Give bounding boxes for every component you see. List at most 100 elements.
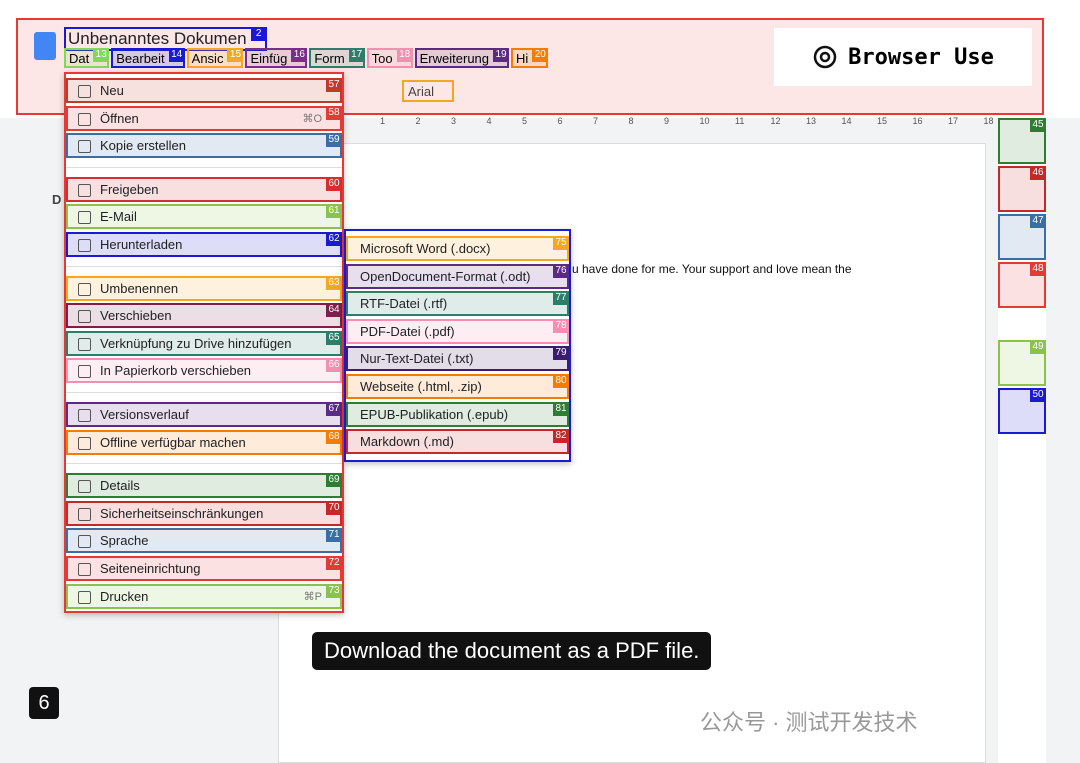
badge: 48 xyxy=(1030,262,1046,276)
menu-item[interactable]: Bearbeit 14 xyxy=(111,48,185,68)
option-label: Versionsverlauf xyxy=(100,407,189,422)
font-select[interactable]: Arial xyxy=(402,80,454,102)
option-icon xyxy=(78,535,91,549)
ruler-number: 8 xyxy=(628,116,634,126)
submenu-option[interactable]: OpenDocument-Format (.odt) 76 xyxy=(346,263,569,289)
badge: 50 xyxy=(1030,388,1046,402)
badge: 45 xyxy=(1030,118,1046,132)
badge: 14 xyxy=(168,48,185,62)
submenu-option[interactable]: Nur-Text-Datei (.txt) 79 xyxy=(346,346,569,372)
badge: 47 xyxy=(1030,214,1046,228)
menu-option[interactable]: Freigeben 60 xyxy=(66,176,342,202)
menu-option[interactable]: Umbenennen 63 xyxy=(66,275,342,301)
badge: 16 xyxy=(291,48,308,62)
docs-icon[interactable] xyxy=(34,32,56,60)
side-button[interactable]: 49 xyxy=(998,340,1046,386)
menu-option[interactable]: Sicherheitseinschränkungen 70 xyxy=(66,500,342,526)
menu-option[interactable]: E-Mail 61 xyxy=(66,204,342,230)
menu-option[interactable]: Offline verfügbar machen 68 xyxy=(66,429,342,455)
badge: 71 xyxy=(326,528,342,543)
option-icon xyxy=(78,507,91,521)
side-button[interactable]: 47 xyxy=(998,214,1046,260)
badge: 49 xyxy=(1030,340,1046,354)
option-label: Verschieben xyxy=(100,308,172,324)
ruler-number: 3 xyxy=(451,116,457,126)
option-label: Herunterladen xyxy=(100,237,183,252)
option-label: RTF-Datei (.rtf) xyxy=(360,296,448,312)
submenu-option[interactable]: RTF-Datei (.rtf) 77 xyxy=(346,291,569,317)
option-label: Sprache xyxy=(100,533,149,549)
menu-label: Erweiterung xyxy=(419,51,490,66)
submenu-option[interactable]: PDF-Datei (.pdf) 78 xyxy=(346,318,569,344)
badge: 63 xyxy=(326,275,342,290)
menu-option[interactable]: Verschieben 64 xyxy=(66,303,342,329)
menu-label: Hi xyxy=(516,51,529,66)
menu-item[interactable]: Einfüg 16 xyxy=(245,48,308,68)
menu-item[interactable]: Hi 20 xyxy=(511,48,549,68)
outline-heading: D xyxy=(52,192,62,207)
ruler-number: 5 xyxy=(522,116,528,126)
badge: 79 xyxy=(553,346,569,361)
ruler-number: 6 xyxy=(557,116,563,126)
menu-label: Form xyxy=(314,51,345,66)
separator xyxy=(66,463,342,465)
ruler-number: 10 xyxy=(699,116,710,126)
badge: 62 xyxy=(326,232,342,246)
option-label: Webseite (.html, .zip) xyxy=(360,379,482,394)
submenu-option[interactable]: Markdown (.md) 82 xyxy=(346,429,569,455)
badge: 75 xyxy=(553,236,569,250)
option-icon xyxy=(78,563,91,576)
side-button[interactable]: 50 xyxy=(998,388,1046,434)
badge: 19 xyxy=(493,48,510,62)
menu-option[interactable]: Verknüpfung zu Drive hinzufügen 65 xyxy=(66,330,342,356)
menu-option[interactable]: Kopie erstellen 59 xyxy=(66,133,342,159)
font-name: Arial xyxy=(408,84,435,99)
menu-option[interactable]: Details 69 xyxy=(66,473,342,499)
menu-option[interactable]: Seiteneinrichtung 72 xyxy=(66,556,342,581)
option-label: Verknüpfung zu Drive hinzufügen xyxy=(100,335,292,351)
option-icon xyxy=(78,140,91,154)
menu-option[interactable]: Öffnen ⌘O 58 xyxy=(66,105,342,131)
watermark: 公众号 · 测试开发技术 xyxy=(700,710,918,735)
doc-title[interactable]: Unbenanntes Dokumen 2 xyxy=(64,27,267,51)
doc-title-text: Unbenanntes Dokumen xyxy=(68,29,247,48)
option-icon xyxy=(78,480,91,494)
menu-option[interactable]: Sprache 71 xyxy=(66,528,342,554)
menu-item[interactable]: Dat 13 xyxy=(64,48,110,68)
menu-option[interactable]: In Papierkorb verschieben 66 xyxy=(66,358,342,384)
option-icon xyxy=(78,337,91,351)
download-submenu: Microsoft Word (.docx) 75 OpenDocument-For… xyxy=(344,229,571,462)
menu-item[interactable]: Form 17 xyxy=(309,48,365,68)
menubar: Dat 13 Bearbeit 14 Ansic 15 Einfüg 16 Form 17 Too 1… xyxy=(64,48,549,68)
menu-option[interactable]: Versionsverlauf 67 xyxy=(66,402,342,427)
option-icon xyxy=(78,112,91,126)
side-button[interactable]: 45 xyxy=(998,118,1046,164)
menu-item[interactable]: Too 18 xyxy=(366,48,413,68)
submenu-option[interactable]: Microsoft Word (.docx) 75 xyxy=(346,236,569,261)
badge: 20 xyxy=(532,48,549,62)
menu-option[interactable]: Neu 57 xyxy=(66,78,342,103)
ruler-number: 12 xyxy=(770,116,781,126)
submenu-option[interactable]: Webseite (.html, .zip) 80 xyxy=(346,374,569,399)
menu-option[interactable]: Drucken ⌘P 73 xyxy=(66,583,342,609)
badge: 57 xyxy=(326,78,342,92)
ruler-number: 18 xyxy=(983,116,994,126)
option-icon xyxy=(78,183,91,197)
menu-item[interactable]: Ansic 15 xyxy=(186,48,244,68)
option-label: Microsoft Word (.docx) xyxy=(360,241,491,256)
separator xyxy=(66,166,342,168)
step-number: 6 xyxy=(29,687,59,719)
side-button[interactable]: 46 xyxy=(998,166,1046,212)
submenu-option[interactable]: EPUB-Publikation (.epub) 81 xyxy=(346,401,569,427)
option-label: PDF-Datei (.pdf) xyxy=(360,323,455,339)
badge: 82 xyxy=(553,429,569,444)
ruler-number: 7 xyxy=(593,116,599,126)
document-text: u have done for me. Your support and lov… xyxy=(572,262,852,276)
badge: 65 xyxy=(326,330,342,345)
option-icon xyxy=(78,590,91,604)
menu-item[interactable]: Erweiterung 19 xyxy=(414,48,510,68)
badge: 60 xyxy=(326,176,342,191)
menu-option[interactable]: Herunterladen 62 xyxy=(66,232,342,257)
ruler-number: 15 xyxy=(877,116,888,126)
side-button[interactable]: 48 xyxy=(998,262,1046,308)
